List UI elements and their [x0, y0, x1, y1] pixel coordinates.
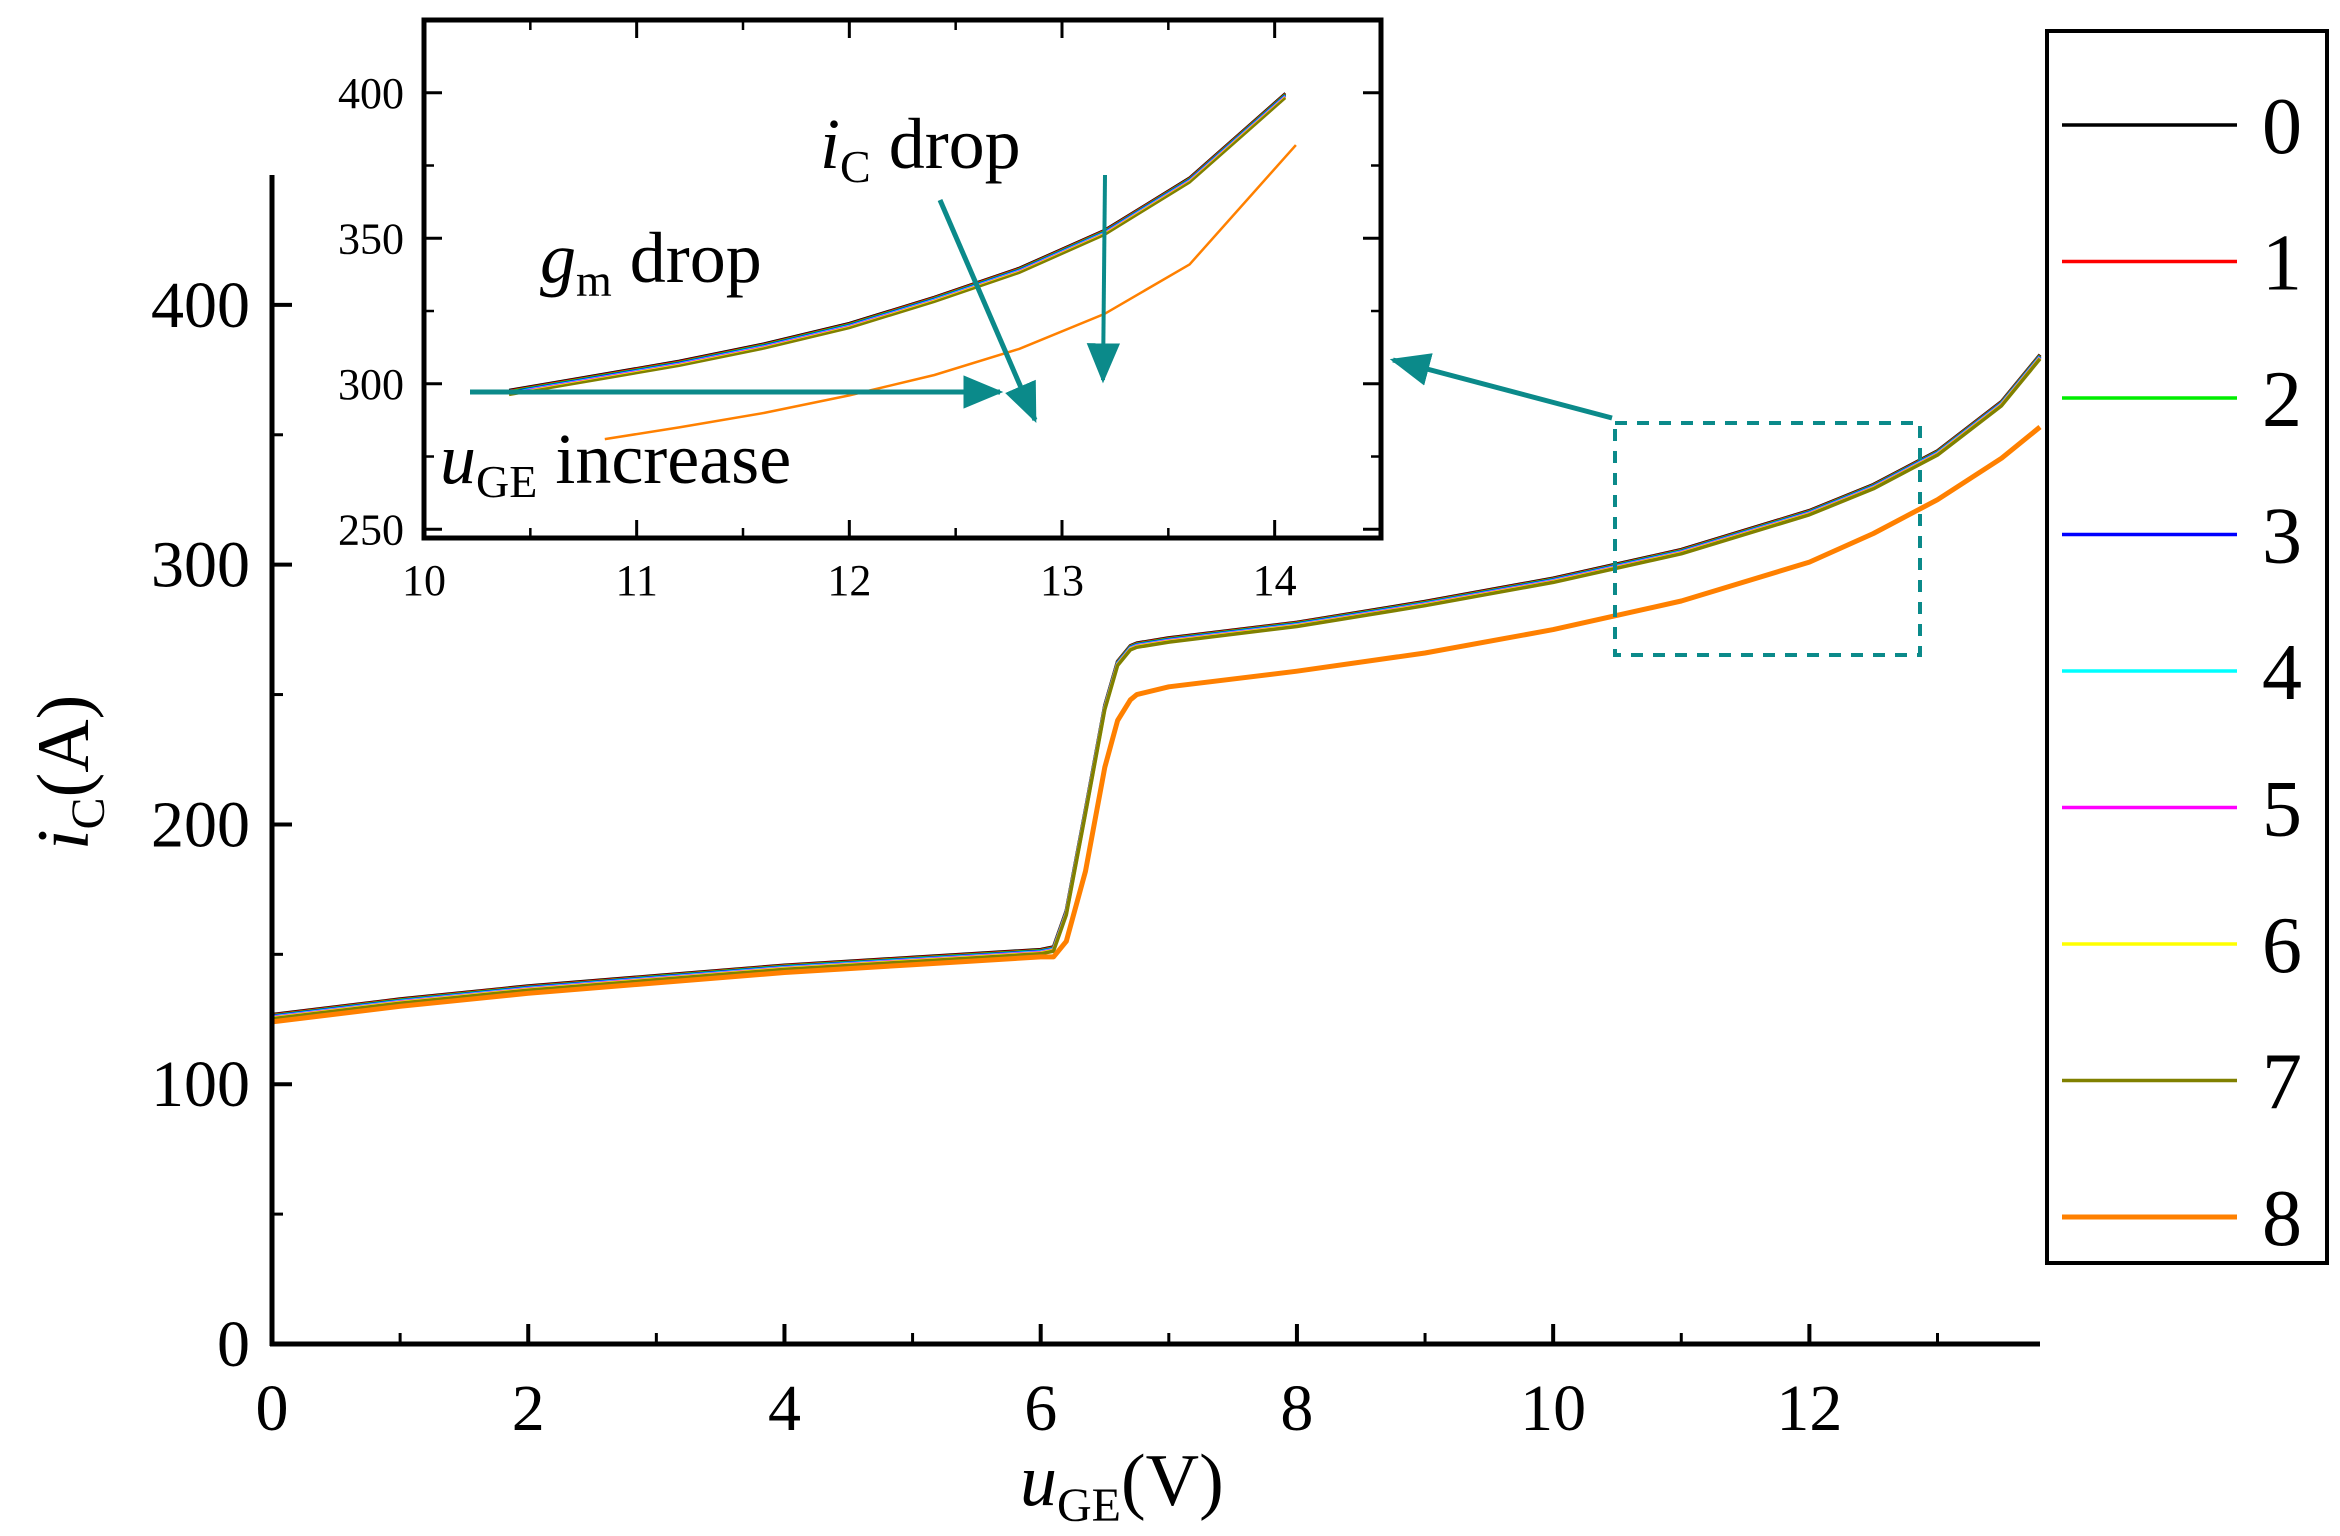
main-x-tick-label: 6 [1024, 1372, 1057, 1445]
main-x-tick-label: 0 [256, 1372, 289, 1445]
main-x-tick-labels: 0 2 4 6 8 10 12 [256, 1372, 1843, 1445]
legend-label-0: 0 [2262, 83, 2302, 171]
main-series-lines [271, 353, 2042, 1025]
legend-item-4: 4 [2062, 629, 2302, 717]
main-x-tick-label: 10 [1520, 1372, 1586, 1445]
legend-label-3: 3 [2262, 493, 2302, 581]
legend-item-8: 8 [2062, 1175, 2302, 1263]
main-y-tick-label: 300 [151, 529, 250, 602]
inset-y-tick-label: 350 [338, 214, 404, 263]
inset-series-line-7 [508, 97, 1287, 397]
inset-x-tick-label: 14 [1253, 556, 1297, 605]
legend-item-5: 5 [2062, 766, 2302, 854]
inset-series-line-8 [604, 144, 1297, 441]
inset-x-tick-label: 12 [827, 556, 871, 605]
zoom-region-box [1613, 421, 1922, 657]
inset-x-tick-label: 10 [402, 556, 446, 605]
gm-drop-annotation: gm drop [540, 218, 762, 306]
zoom-pointer-arrow [1393, 360, 1613, 421]
inset-y-tick-label: 300 [338, 360, 404, 409]
legend-item-2: 2 [2062, 356, 2302, 444]
main-y-tick-label: 400 [151, 269, 250, 342]
inset-axis-ticks [422, 20, 1381, 538]
x-axis-title: uGE(V) [1020, 1440, 1224, 1532]
main-axes [269, 175, 2040, 1347]
main-series-line-7 [271, 357, 2042, 1021]
main-x-tick-label: 8 [1280, 1372, 1313, 1445]
inset-x-tick-label: 11 [615, 556, 657, 605]
main-y-tick-label: 0 [217, 1308, 250, 1381]
legend-label-2: 2 [2262, 356, 2302, 444]
legend-label-8: 8 [2262, 1175, 2302, 1263]
inset-x-tick-label: 13 [1040, 556, 1084, 605]
inset-y-tick-label: 250 [338, 505, 404, 554]
main-x-tick-label: 2 [512, 1372, 545, 1445]
legend-label-6: 6 [2262, 902, 2302, 990]
legend-label-1: 1 [2262, 220, 2302, 308]
legend: 0 1 2 3 4 5 6 7 8 [2045, 29, 2329, 1265]
legend-frame [2045, 29, 2329, 1265]
main-y-tick-labels: 0 100 200 300 400 [151, 269, 250, 1381]
uge-increase-annotation: uGE increase [440, 419, 791, 507]
ic-drop-annotation: iC drop [820, 104, 1021, 192]
legend-item-1: 1 [2062, 220, 2302, 308]
y-axis-title: iC(A) [23, 695, 115, 850]
gm-drop-arrow [937, 199, 1035, 420]
inset-y-tick-labels: 250 300 350 400 [338, 69, 404, 555]
main-x-tick-label: 4 [768, 1372, 801, 1445]
inset-series-lines [508, 92, 1297, 441]
inset-x-tick-labels: 10 11 12 13 14 [402, 556, 1297, 605]
legend-label-7: 7 [2262, 1039, 2302, 1127]
legend-item-7: 7 [2062, 1039, 2302, 1127]
legend-item-0: 0 [2062, 83, 2302, 171]
main-series-line-8 [271, 425, 2042, 1025]
main-y-tick-label: 200 [151, 788, 250, 861]
legend-label-4: 4 [2262, 629, 2302, 717]
inset-y-tick-label: 400 [338, 69, 404, 118]
ic-drop-arrow [1103, 174, 1105, 380]
main-y-tick-label: 100 [151, 1048, 250, 1121]
inset-frame [421, 17, 1384, 541]
legend-label-5: 5 [2262, 766, 2302, 854]
legend-item-6: 6 [2062, 902, 2302, 990]
legend-item-3: 3 [2062, 493, 2302, 581]
main-x-tick-label: 12 [1776, 1372, 1842, 1445]
